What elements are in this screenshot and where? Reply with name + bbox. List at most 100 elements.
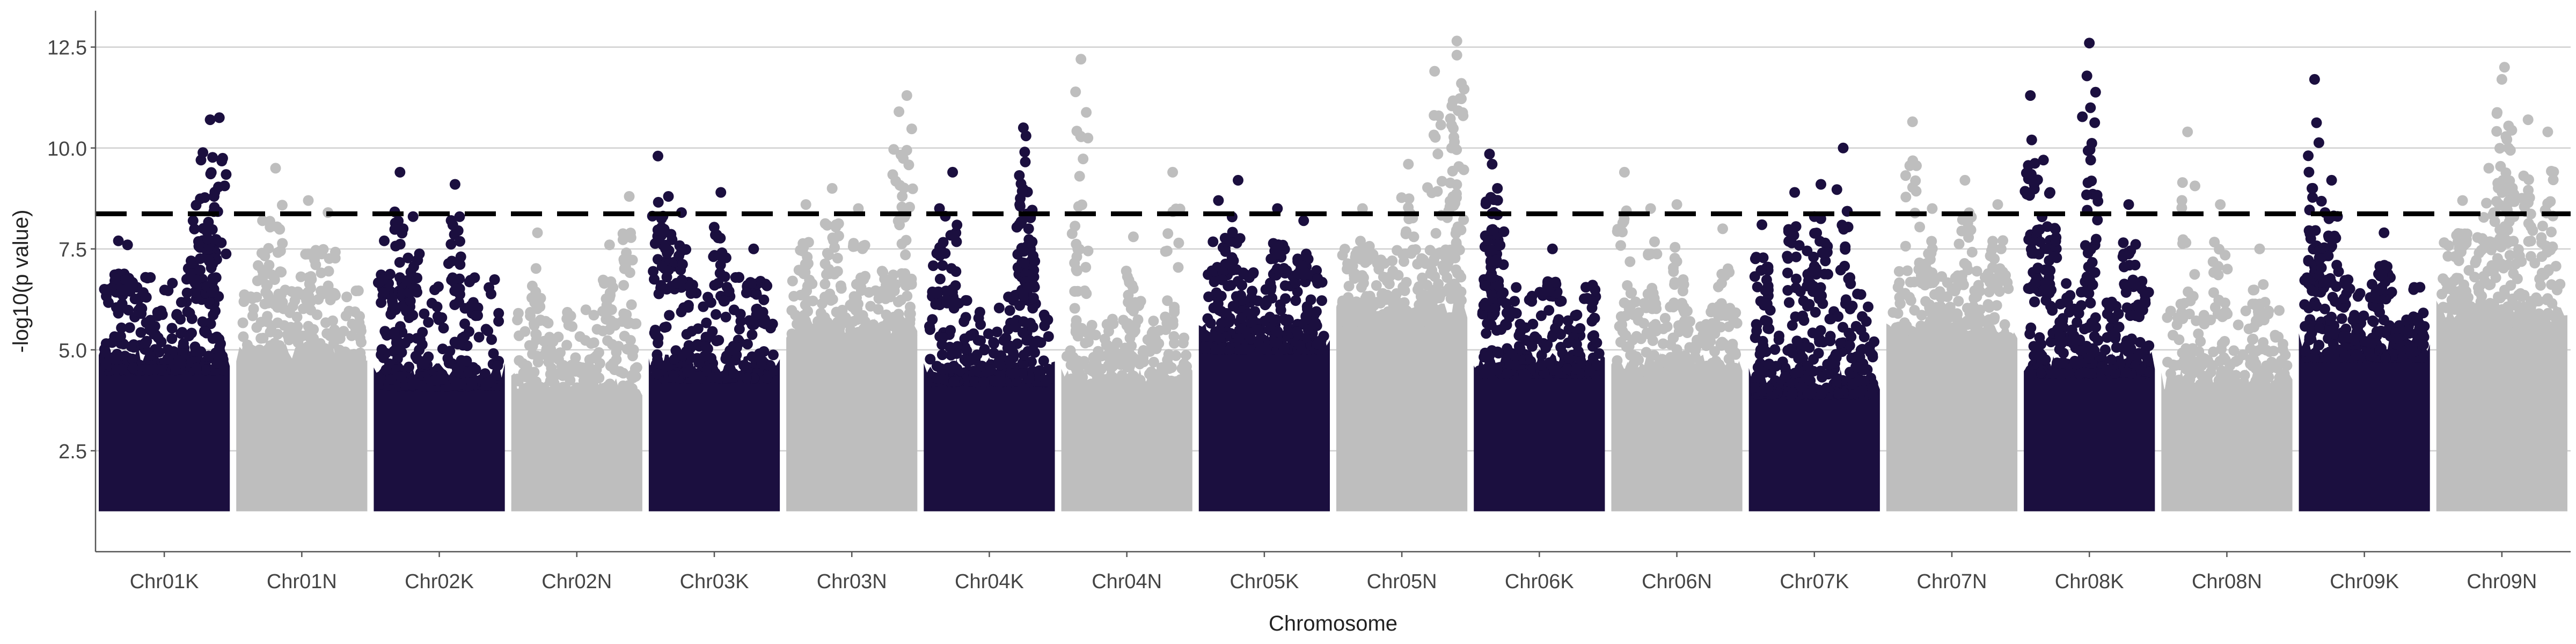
data-point [626,371,637,382]
data-point [1562,315,1574,326]
data-point [2035,368,2046,379]
data-point [975,335,986,346]
data-point [2088,347,2098,358]
data-point [588,337,599,348]
data-point [1787,320,1798,331]
data-point [2222,309,2233,319]
peak-point [1645,203,1656,214]
peak-point [1992,199,2003,210]
data-point [1988,314,2000,325]
data-point [1501,298,1512,309]
data-point [456,378,467,390]
data-point [1312,339,1323,350]
data-point [1900,240,1911,252]
data-point [1132,384,1143,395]
data-point [1343,281,1355,292]
data-point [121,274,132,285]
data-point [1589,312,1600,324]
data-point [431,301,443,312]
data-point [1923,248,1934,259]
data-point [162,354,173,365]
data-point [1181,361,1192,372]
data-point [1571,363,1582,375]
data-point [565,375,576,386]
data-point [452,339,463,350]
data-point [1894,292,1905,303]
data-point [1657,338,1668,349]
data-point [1659,313,1671,324]
data-point [219,180,230,192]
data-point [1493,348,1504,358]
data-point [1810,306,1821,318]
data-point [1010,321,1021,333]
data-point [1148,316,1159,327]
data-point [2232,355,2243,366]
data-point [1123,275,1135,286]
data-point [1201,331,1212,342]
data-point [2209,237,2220,248]
data-point [2248,284,2259,296]
data-point [402,252,414,264]
data-point [1232,276,1243,287]
data-point [833,230,844,241]
data-point [517,358,529,369]
data-point [530,263,541,274]
data-point [1422,182,1433,193]
data-point [454,283,465,295]
data-point [1959,258,1970,269]
data-point [1074,356,1086,368]
data-point [2178,355,2190,367]
data-point [465,300,477,311]
peak-point [1018,122,1029,134]
data-point [1108,355,1119,367]
data-point [1018,349,1029,361]
data-point [1999,319,2010,330]
data-point [525,310,536,321]
data-point [126,341,137,352]
data-point [401,275,413,286]
data-point [898,273,910,284]
data-point [394,257,405,268]
data-point [1912,340,1923,352]
data-point [2277,343,2288,355]
data-point [1804,342,1815,353]
data-point [1084,364,1095,375]
data-point [1227,226,1238,238]
data-point [1258,343,1270,354]
data-point [1373,264,1385,275]
data-point [1584,365,1596,377]
data-point [140,338,151,349]
peak-point [214,112,225,123]
data-point [2401,314,2412,325]
data-point [519,326,531,337]
peak-point [653,150,663,162]
data-point [669,354,680,365]
data-point [1985,273,1996,284]
data-point [1129,353,1140,364]
data-point [821,336,831,347]
data-point [1580,282,1591,293]
data-point [1751,325,1762,336]
data-point [1214,333,1226,345]
data-point [1953,238,1965,250]
data-point [1083,336,1094,348]
data-point [153,347,165,358]
data-point [1177,338,1189,349]
data-point [1173,237,1184,248]
data-points [99,35,2566,404]
data-point [1750,253,1761,265]
data-point [2082,247,2094,259]
data-point [560,392,570,403]
data-point [1501,308,1512,318]
data-band-chr03k [648,354,780,511]
data-point [1724,344,1736,355]
data-point [985,364,997,375]
data-point [1145,337,1157,348]
data-point [1432,186,1443,197]
peak-point [624,191,635,202]
data-point [2085,102,2096,113]
data-point [938,237,949,248]
data-point [1305,294,1316,305]
data-point [443,258,454,269]
data-point [709,280,720,291]
